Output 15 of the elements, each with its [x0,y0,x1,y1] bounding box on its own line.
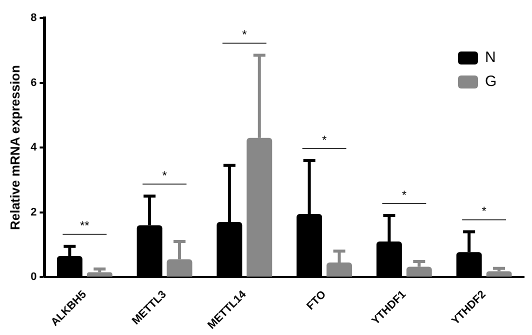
y-tick-label: 8 [30,12,37,24]
y-tick-label: 2 [30,206,37,218]
annotation: * [402,188,407,202]
annotation: * [482,204,487,218]
annotation: * [162,168,168,182]
annotation: * [242,28,248,42]
y-tick-label: 6 [30,76,37,89]
bar [486,271,512,277]
legend-label: N [485,49,496,66]
y-tick-label: 4 [30,142,38,154]
legend-label: G [485,73,497,90]
annotation: ** [80,218,90,233]
annotation: * [322,132,327,147]
y-tick-label: 0 [30,271,37,284]
y-axis-title: Relative mRNA expression [7,65,22,230]
